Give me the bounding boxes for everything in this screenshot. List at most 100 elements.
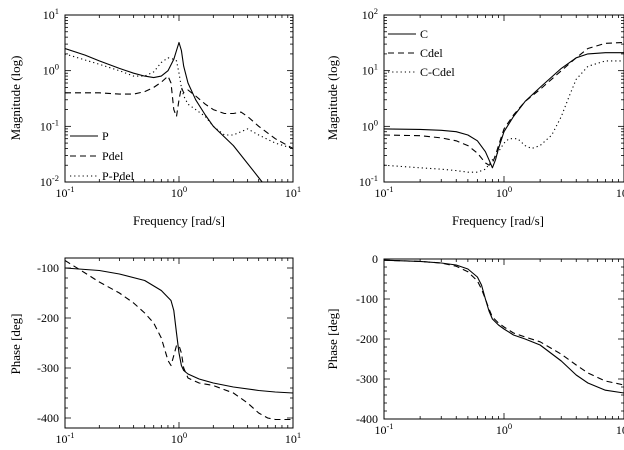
tick-exponent: -2 [52,173,59,183]
tick-exponent: 1 [55,6,59,16]
y-tick-label: 100 [362,117,378,133]
y-tick-label: 100 [43,62,59,78]
tick-base: 10 [171,186,183,200]
y-tick-label: -200 [356,332,378,346]
tick-exponent: -1 [386,421,393,431]
y-tick-label: 10-1 [40,117,59,133]
tick-base: 10 [496,186,508,200]
tick-exponent: 0 [508,421,512,431]
legend: P Pdel P-Pdel [70,129,135,183]
y-tick-label: 101 [43,6,59,22]
tick-base: 10 [616,186,624,200]
tick-exponent: 2 [374,6,378,16]
x-tick-label: 10-1 [55,430,74,446]
series-line-p [65,41,263,182]
y-axis-label: Phase [deg] [325,308,340,369]
tick-exponent: 0 [183,184,187,194]
tick-exponent: 0 [508,184,512,194]
legend-label: C-Cdel [420,65,455,79]
tick-base: 10 [55,186,67,200]
x-tick-label: 100 [171,430,187,446]
x-tick-label: 10-1 [374,421,393,437]
legend-label: C [420,27,428,41]
x-tick-label: 101 [285,430,301,446]
tick-exponent: 0 [183,430,187,440]
tick-base: 10 [496,423,508,437]
y-tick-label: 10-2 [40,173,59,189]
x-tick-label: 10-1 [374,184,393,200]
series-line-cdel [384,259,624,386]
y-tick-label: -300 [37,361,59,375]
x-axis-label: Frequency [rad/s] [452,213,544,228]
y-tick-label: -400 [356,412,378,426]
tick-exponent: -1 [386,184,393,194]
y-tick-label: 101 [362,62,378,78]
tick-base: 10 [359,175,371,189]
series-group [384,259,624,394]
tick-exponent: -1 [67,184,74,194]
axes-frame [383,258,624,420]
tick-base: 10 [55,432,67,446]
tick-exponent: 0 [55,62,59,72]
legend-label: Cdel [420,46,443,60]
series-line-pdel [65,260,293,421]
legend-label: P [102,129,109,143]
tick-exponent: 1 [374,62,378,72]
x-tick-label: 10-1 [55,184,74,200]
series-line-p [65,267,293,394]
tick-base: 10 [374,186,386,200]
legend-label: P-Pdel [102,169,135,183]
x-tick-label: 101 [616,184,624,200]
x-tick-label: 100 [496,421,512,437]
tick-base: 10 [43,64,55,78]
x-tick-label: 101 [285,184,301,200]
tick-base: 10 [374,423,386,437]
tick-base: 10 [40,175,52,189]
x-tick-label: 101 [616,421,624,437]
x-axis-label: Frequency [rad/s] [133,213,225,228]
tick-exponent: 0 [374,117,378,127]
y-axis-label: Magnitude (log) [325,56,340,141]
y-tick-label: 102 [362,6,378,22]
y-axis-label: Magnitude (log) [8,56,23,141]
y-tick-label: -200 [37,311,59,325]
axes-frame [64,257,294,429]
tick-exponent: 1 [297,430,301,440]
y-axis-label: Phase [deg] [8,313,23,374]
y-tick-label: 0 [372,252,378,266]
series-line-cdel [384,41,624,166]
plot-c-magnitude: Frequency [rad/s] Magnitude (log) 10-1 10… [325,6,624,228]
x-tick-label: 100 [496,184,512,200]
y-tick-label: -100 [356,292,378,306]
tick-exponent: 1 [297,184,301,194]
tick-base: 10 [40,119,52,133]
series-group [384,41,624,173]
legend: C Cdel C-Cdel [388,27,455,79]
tick-exponent: -1 [371,173,378,183]
series-line-pdel [65,75,293,149]
y-tick-label: -300 [356,372,378,386]
axes-frame [64,14,294,183]
tick-base: 10 [171,432,183,446]
legend-label: Pdel [102,149,124,163]
tick-base: 10 [43,8,55,22]
tick-base: 10 [362,119,374,133]
tick-base: 10 [362,8,374,22]
tick-exponent: -1 [67,430,74,440]
series-line-c [384,259,624,394]
plot-c-phase: Phase [deg] 10-11001010-100-200-300-400 [325,252,624,437]
tick-base: 10 [362,64,374,78]
tick-base: 10 [285,186,297,200]
tick-base: 10 [285,432,297,446]
y-tick-label: -400 [37,411,59,425]
y-tick-label: -100 [37,261,59,275]
tick-base: 10 [616,423,624,437]
tick-exponent: -1 [52,117,59,127]
y-tick-label: 10-1 [359,173,378,189]
series-group [65,260,293,421]
x-tick-label: 100 [171,184,187,200]
plot-p-magnitude: Frequency [rad/s] Magnitude (log) 10-1 10… [8,6,301,228]
plot-p-phase: Phase [deg] 10-1 100 101-100-200-300-400 [8,257,301,446]
series-group [65,41,293,182]
